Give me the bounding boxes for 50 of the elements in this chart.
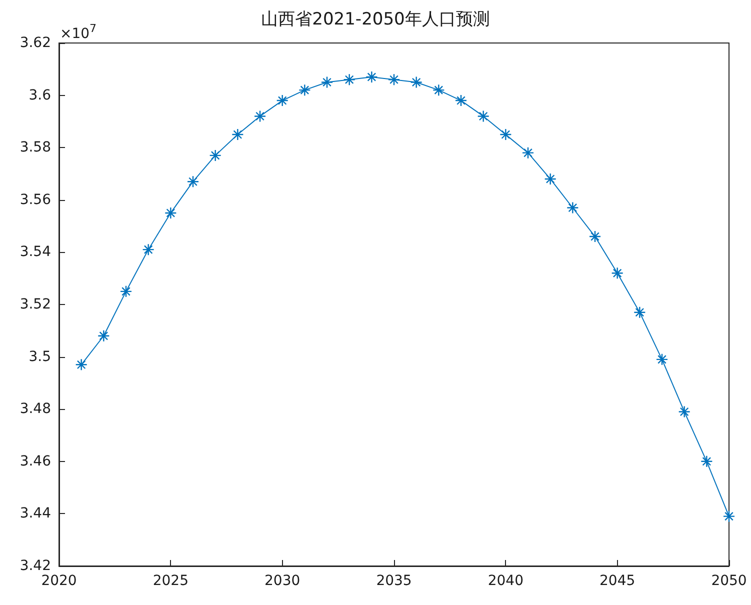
point	[477, 110, 490, 122]
y-tick-label: 3.48	[20, 401, 51, 418]
point	[75, 358, 88, 371]
y-tick-label: 3.46	[20, 453, 52, 470]
point	[700, 455, 713, 468]
point	[254, 110, 266, 122]
y-tick-label: 3.42	[20, 558, 51, 574]
y-tick-label: 3.5	[28, 348, 51, 365]
point	[120, 285, 132, 298]
point	[366, 70, 378, 84]
point	[544, 172, 556, 186]
y-tick-label: 3.62	[20, 35, 51, 51]
x-tick-label: 2040	[488, 573, 524, 589]
point	[634, 306, 646, 318]
point	[186, 175, 200, 188]
point	[454, 94, 468, 107]
x-tick-label: 2035	[376, 573, 412, 589]
point	[343, 74, 356, 86]
point	[722, 510, 736, 522]
point	[209, 149, 222, 162]
y-tick-label: 3.6	[28, 87, 52, 104]
y-tick-label: 3.58	[20, 140, 51, 156]
point	[164, 206, 177, 220]
point	[611, 267, 624, 280]
point	[232, 128, 244, 141]
x-tick-label: 2020	[41, 573, 77, 589]
point	[388, 74, 400, 86]
point	[298, 84, 311, 96]
chart-title: 山西省2021-2050年人口预测	[261, 10, 490, 30]
point	[276, 94, 288, 107]
y-tick-label: 3.52	[20, 296, 51, 312]
text: ×10$^{7}$	[60, 22, 97, 42]
point	[656, 353, 668, 366]
point	[98, 330, 110, 342]
point	[432, 84, 445, 96]
point	[142, 243, 154, 256]
point	[320, 76, 334, 88]
point	[500, 128, 512, 141]
point	[410, 76, 422, 88]
x-tick-label: 2025	[152, 573, 188, 589]
point	[522, 146, 534, 159]
y-tick-label: 3.44	[20, 506, 52, 522]
y-tick-label: 3.54	[20, 244, 52, 260]
x-tick-label: 2045	[600, 573, 636, 589]
point	[678, 406, 690, 418]
point	[588, 230, 602, 243]
y-tick-label: 3.56	[20, 192, 52, 208]
x-tick-label: 2030	[264, 573, 300, 589]
point	[566, 202, 579, 214]
x-tick-label: 2050	[711, 573, 747, 589]
